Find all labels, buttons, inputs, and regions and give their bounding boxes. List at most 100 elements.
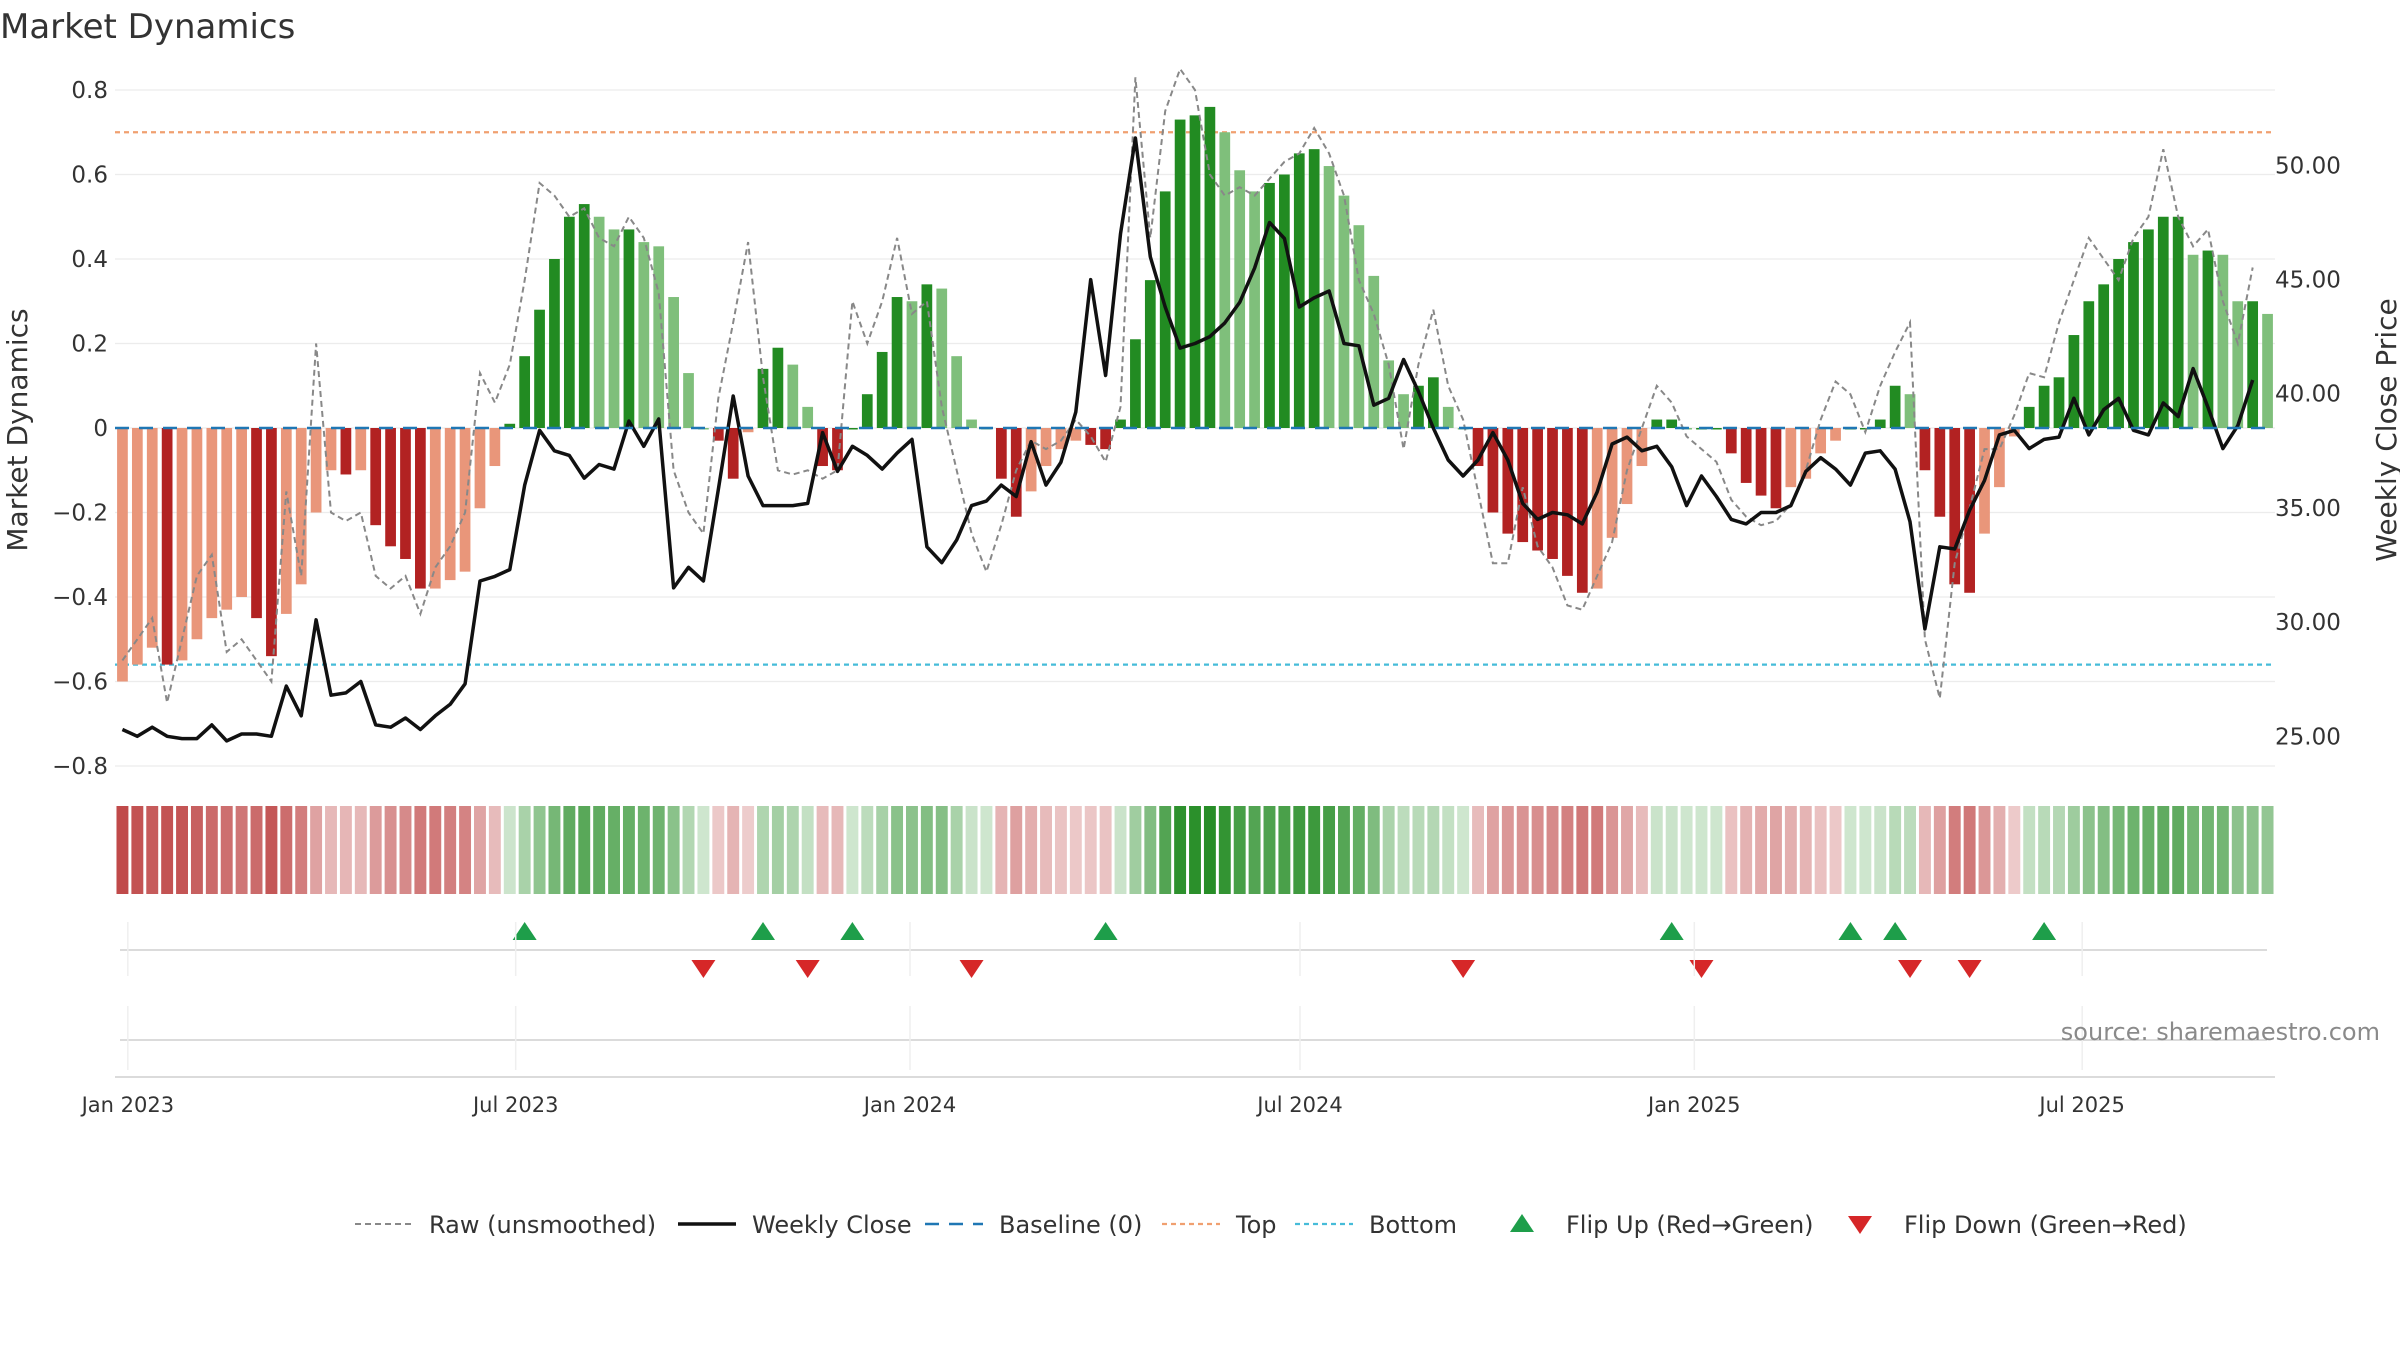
momentum-bar [2202,250,2214,428]
legend-item-baseline: Baseline (0) [925,1211,1142,1239]
regime-cell [578,806,591,894]
momentum-bar [608,229,620,428]
regime-cell [1263,806,1276,894]
regime-cell [920,806,933,894]
momentum-bar [117,428,128,682]
momentum-bar [1219,132,1231,428]
regime-cell [1412,806,1425,894]
regime-cell [1576,806,1589,894]
raw-series [121,66,2254,703]
momentum-bar [623,229,635,428]
regime-cell [1844,806,1857,894]
regime-cell [1978,806,1991,894]
regime-cell [548,806,561,894]
momentum-bar [772,347,784,428]
regime-cell [1457,806,1470,894]
momentum-bar [1174,119,1186,428]
regime-cell [1189,806,1201,894]
y-left-tick: −0.4 [52,585,108,611]
regime-cell [1889,806,1902,894]
y-left-tick: −0.2 [52,501,108,527]
x-tick: Jan 2024 [862,1093,957,1117]
momentum-bar [936,288,948,428]
flip-down-marker [795,960,820,978]
regime-cell [161,806,174,894]
momentum-bar [1517,428,1529,543]
legend-item-raw: Raw (unsmoothed) [355,1211,656,1239]
regime-cell [1293,806,1306,894]
flip-down-marker [959,960,984,978]
momentum-bar [757,368,769,428]
momentum-bar [921,284,933,428]
momentum-bar [1427,377,1439,428]
regime-cell [429,806,442,894]
momentum-bar [1874,419,1886,428]
regime-cell [1546,806,1559,894]
legend-label: Bottom [1369,1211,1457,1239]
regime-cell [1770,806,1782,894]
regime-cell [399,806,412,894]
regime-cell [1308,806,1321,894]
regime-cell [369,806,382,894]
momentum-bar [1740,428,1752,483]
y-right-tick: 35.00 [2275,496,2341,522]
momentum-bar [742,428,754,433]
flip-up-marker [1883,922,1908,940]
momentum-bar [1264,182,1275,428]
regime-cell [1755,806,1768,894]
flip-down-marker [1957,960,1982,978]
regime-cell [1710,806,1723,894]
regime-cell [771,806,784,894]
regime-cell [131,806,144,894]
momentum-bar [847,428,858,430]
flip-down-marker [1689,960,1714,978]
momentum-bar [1040,428,1052,467]
legend-item-flip-down: Flip Down (Green→Red) [1848,1211,2187,1239]
momentum-bar [1204,106,1216,429]
regime-cell [190,806,203,894]
momentum-bar [415,428,426,589]
regime-cell [2187,806,2200,894]
legend-item-flip-up: Flip Up (Red→Green) [1510,1211,1814,1239]
regime-cell [265,806,278,894]
regime-cell [503,806,516,894]
regime-cell [1338,806,1350,894]
momentum-bar [1413,385,1424,428]
regime-cell [1174,806,1187,894]
y-left-tick: 0.4 [71,247,108,273]
momentum-bar [534,309,545,428]
regime-cell [1010,806,1023,894]
momentum-bar [1338,195,1350,428]
momentum-bar [2083,301,2095,428]
regime-cell [339,806,352,894]
momentum-bar [802,406,814,428]
momentum-bar [400,428,411,559]
momentum-bar [146,428,158,648]
momentum-bar [370,428,382,526]
momentum-bar [2172,216,2184,428]
flip-up-marker [512,922,537,940]
momentum-bar [817,428,828,467]
regime-cell [1918,806,1931,894]
momentum-bar [2038,385,2050,428]
momentum-bar [951,356,963,428]
regime-cell [1665,806,1678,894]
momentum-bar [2232,301,2244,428]
momentum-bar [2187,254,2199,428]
momentum-bar [1130,339,1141,428]
momentum-bar [131,428,143,665]
regime-cell [310,806,323,894]
flip-up-marker [1838,922,1863,940]
regime-cell [1933,806,1946,894]
regime-cell [1948,806,1961,894]
momentum-bar [1859,428,1871,430]
regime-cell [354,806,367,894]
momentum-bar [191,428,203,640]
momentum-bar [1308,149,1320,428]
momentum-bar [578,204,590,428]
momentum-bar [1532,428,1543,551]
momentum-bar [787,364,799,428]
momentum-bar [1144,280,1156,428]
regime-cell [414,806,427,894]
